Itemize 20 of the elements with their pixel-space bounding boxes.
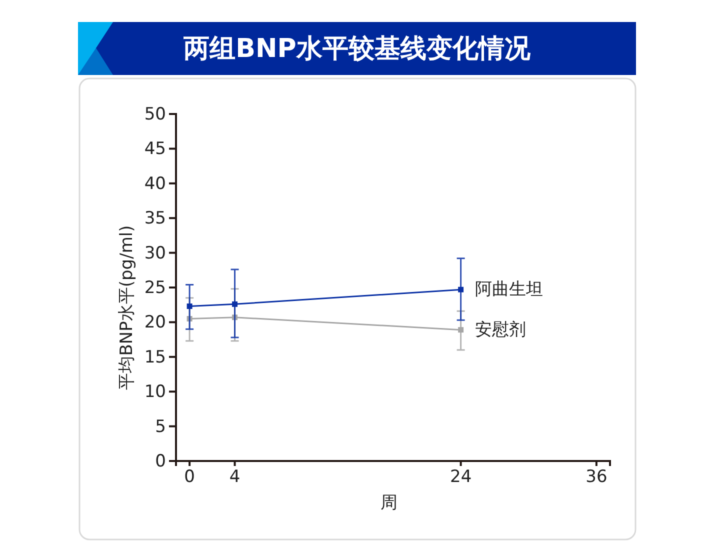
y-tick-label: 15 xyxy=(144,347,166,368)
y-tick-label: 5 xyxy=(155,416,166,437)
x-tick-label: 36 xyxy=(586,467,608,488)
y-tick-label: 20 xyxy=(144,312,166,333)
x-tick-label: 24 xyxy=(450,467,472,488)
y-tick-label: 25 xyxy=(144,278,166,298)
y-tick-label: 30 xyxy=(144,243,166,264)
y-tick-label: 0 xyxy=(155,451,166,472)
series-label: 阿曲生坦 xyxy=(474,280,543,300)
y-tick-label: 50 xyxy=(144,104,166,124)
x-tick-label: 4 xyxy=(229,467,240,488)
y-tick-label: 35 xyxy=(144,208,166,229)
series-label: 安慰剂 xyxy=(474,320,526,340)
chart-title: 两组BNP水平较基线变化情况 xyxy=(182,34,532,64)
x-tick-label: 0 xyxy=(184,467,195,488)
y-tick-label: 45 xyxy=(144,139,166,160)
y-tick-label: 40 xyxy=(144,174,166,194)
y-tick-label: 10 xyxy=(144,382,166,402)
y-axis-title: 平均BNP水平(pg/ml) xyxy=(117,225,137,390)
x-axis-title: 周 xyxy=(380,493,398,513)
